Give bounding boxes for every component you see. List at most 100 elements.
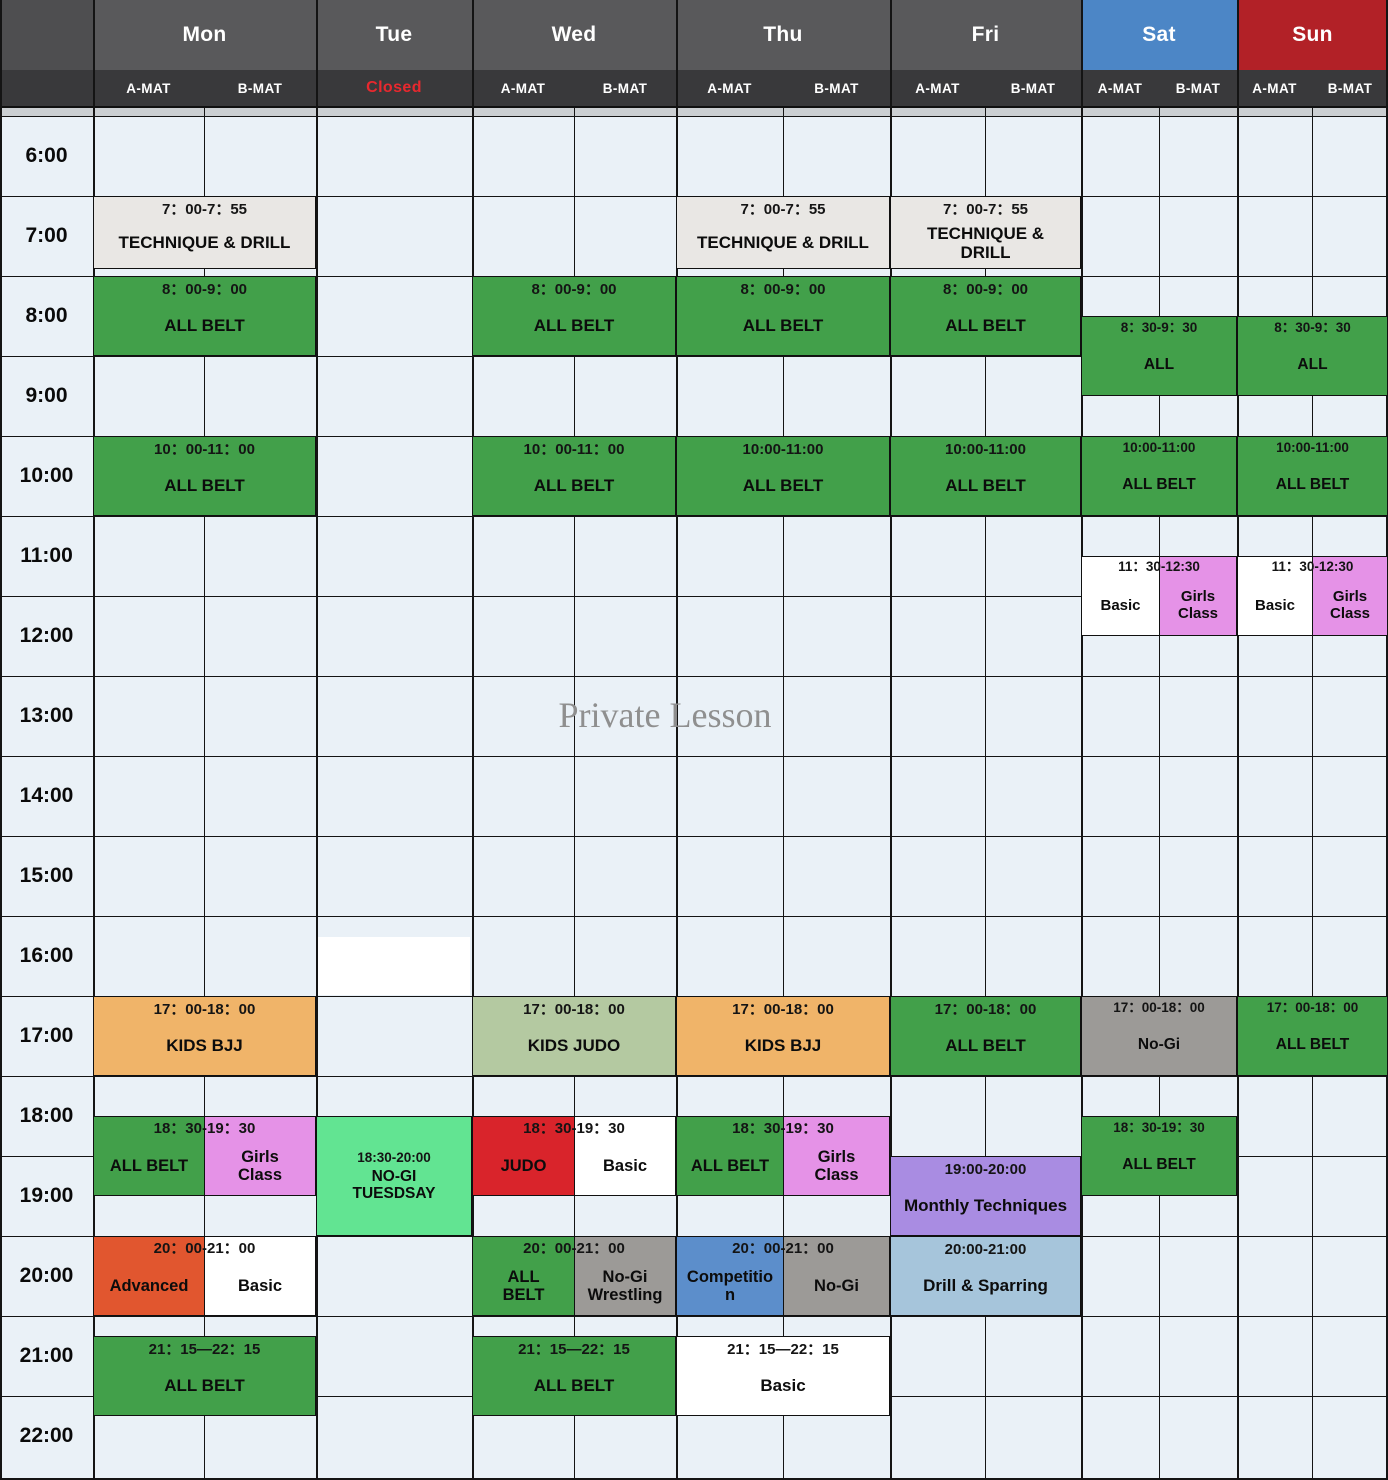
time-label-1400: 14:00: [19, 784, 74, 807]
class-time: 10:00-11:00: [1276, 440, 1349, 455]
class-label: KIDS JUDO: [527, 1036, 621, 1056]
blank-patch: [318, 936, 470, 996]
grid-line: [676, 0, 678, 1480]
class-label: TECHNIQUE & DRILL: [118, 233, 291, 253]
class-time: 10:00-11:00: [945, 441, 1026, 458]
private-lesson-watermark: Private Lesson: [558, 695, 772, 735]
grid-line: [0, 0, 2, 1480]
grid-line: [1312, 108, 1313, 1480]
class-label: KIDS BJJ: [744, 1036, 822, 1056]
time-label-1500: 15:00: [19, 864, 74, 887]
class-label: ALL BELT: [1275, 1036, 1350, 1054]
class-label: No-Gi: [1137, 1036, 1181, 1054]
class-time: 17：00-18：00: [153, 1001, 256, 1018]
class-time: 18：30-19：30: [732, 1120, 834, 1137]
class-label-wrap: ALL BELT: [677, 300, 889, 355]
class-label-wrap: ALL BELT: [1082, 458, 1236, 515]
class-time: 18：30-19：30: [1113, 1120, 1205, 1135]
class-label: ALL BELT: [109, 1156, 189, 1175]
grid-line: [0, 116, 1388, 117]
day-header-mon: Mon: [93, 0, 316, 70]
class-label: ALL BELT: [742, 316, 824, 336]
class-label: ALL BELT: [690, 1156, 770, 1175]
class-time: 17：00-18：00: [1113, 1000, 1205, 1015]
class-block: 10:00-11:00 ALL BELT: [676, 436, 890, 516]
class-label: Advanced: [109, 1276, 189, 1295]
class-parts: Basic Girls Class: [1238, 557, 1387, 635]
class-block: 8：00-9：00 ALL BELT: [93, 276, 316, 356]
class-part: Girls Class: [1159, 557, 1236, 635]
class-label: Basic: [760, 1376, 806, 1396]
class-label: Monthly Techniques: [903, 1196, 1068, 1216]
class-time: 8：30-9：30: [1120, 320, 1198, 335]
class-part: Basic: [1082, 557, 1159, 635]
class-label-wrap: NO-GI TUESDSAY: [317, 1168, 471, 1206]
class-parts: Competition No-Gi: [677, 1237, 889, 1315]
class-block: 21：15—22：15 Basic: [676, 1336, 890, 1416]
class-block: 20：00-21：00 Advanced Basic: [93, 1236, 316, 1316]
class-block: 17：00-18：00 ALL BELT: [890, 996, 1081, 1076]
grid-line: [0, 916, 1388, 917]
class-time: 10:00-11:00: [742, 441, 824, 458]
class-parts: ALL BELT No-Gi Wrestling: [473, 1237, 675, 1315]
class-part: ALL BELT: [677, 1117, 783, 1195]
class-label-wrap: ALL BELT: [891, 300, 1080, 355]
class-block: 18:30-20:00 NO-GI TUESDSAY: [316, 1116, 472, 1236]
class-block: 21：15—22：15 ALL BELT: [472, 1336, 676, 1416]
class-time: 10：00-11：00: [523, 441, 625, 458]
class-part: Competition: [677, 1237, 783, 1315]
class-time: 10：00-11：00: [154, 441, 255, 458]
time-label-800: 8:00: [25, 304, 68, 327]
grid-line: [0, 596, 1388, 597]
grid-line: [1081, 0, 1083, 1480]
class-block: 7：00-7：55 TECHNIQUE & DRILL: [890, 196, 1081, 270]
class-label: ALL BELT: [1122, 1156, 1196, 1174]
corner-cell: [0, 0, 93, 70]
class-time: 8：00-9：00: [531, 281, 617, 298]
class-time: 17：00-18：00: [1266, 1000, 1359, 1015]
class-label: ALL BELT: [1122, 476, 1196, 494]
class-label-wrap: ALL BELT: [1238, 458, 1387, 515]
class-label-wrap: Monthly Techniques: [891, 1180, 1080, 1235]
class-part: Girls Class: [204, 1117, 315, 1195]
grid-line: [985, 108, 986, 1480]
class-block: 21：15—22：15 ALL BELT: [93, 1336, 316, 1416]
class-part: Girls Class: [783, 1117, 889, 1195]
time-label-1200: 12:00: [19, 624, 74, 647]
class-label: Basic: [237, 1276, 283, 1295]
class-label: No-Gi: [814, 1276, 859, 1295]
mat-label-mon-b: B-MAT: [237, 80, 283, 96]
class-parts: JUDO Basic: [473, 1117, 675, 1195]
mat-label-sat-a: A-MAT: [1097, 80, 1143, 96]
class-block: 18：30-19：30 ALL BELT Girls Class: [93, 1116, 316, 1196]
time-label-900: 9:00: [25, 384, 68, 407]
mat-label-sun-a: A-MAT: [1252, 80, 1297, 96]
class-time: 7：00-7：55: [942, 201, 1029, 218]
grid-line: [783, 108, 784, 1480]
class-label: ALL BELT: [533, 316, 615, 336]
mat-label-wed-b: B-MAT: [602, 80, 648, 96]
class-label: ALL BELT: [1275, 476, 1350, 494]
class-block: 18：30-19：30 ALL BELT: [1081, 1116, 1237, 1196]
time-label-600: 6:00: [25, 144, 68, 167]
class-label-wrap: KIDS BJJ: [94, 1020, 315, 1075]
time-label-700: 7:00: [25, 224, 68, 247]
grid-line: [0, 356, 1388, 357]
class-block: 17：00-18：00 No-Gi: [1081, 996, 1237, 1076]
class-block: 8：00-9：00 ALL BELT: [472, 276, 676, 356]
class-time: 20:00-21:00: [944, 1241, 1027, 1258]
class-block: 8：30-9：30 ALL: [1237, 316, 1388, 396]
class-time: 11：30-12:30: [1271, 559, 1354, 574]
class-label: ALL BELT: [164, 476, 245, 496]
class-label: ALL BELT: [502, 1267, 545, 1304]
class-label-wrap: KIDS JUDO: [473, 1020, 675, 1075]
class-block: 20：00-21：00 Competition No-Gi: [676, 1236, 890, 1316]
class-parts: Advanced Basic: [94, 1237, 315, 1315]
class-label: Drill & Sparring: [923, 1276, 1048, 1296]
class-label: Girls Class: [814, 1147, 859, 1184]
mat-header-row: A-MAT B-MAT Closed A-MAT B-MAT A-MAT B-MAT A-MA…: [0, 70, 1388, 106]
grid-line: [93, 0, 95, 1480]
class-time: 11：30-12:30: [1118, 559, 1200, 574]
class-block: 20:00-21:00 Drill & Sparring: [890, 1236, 1081, 1316]
class-block: 10:00-11:00 ALL BELT: [1237, 436, 1388, 516]
